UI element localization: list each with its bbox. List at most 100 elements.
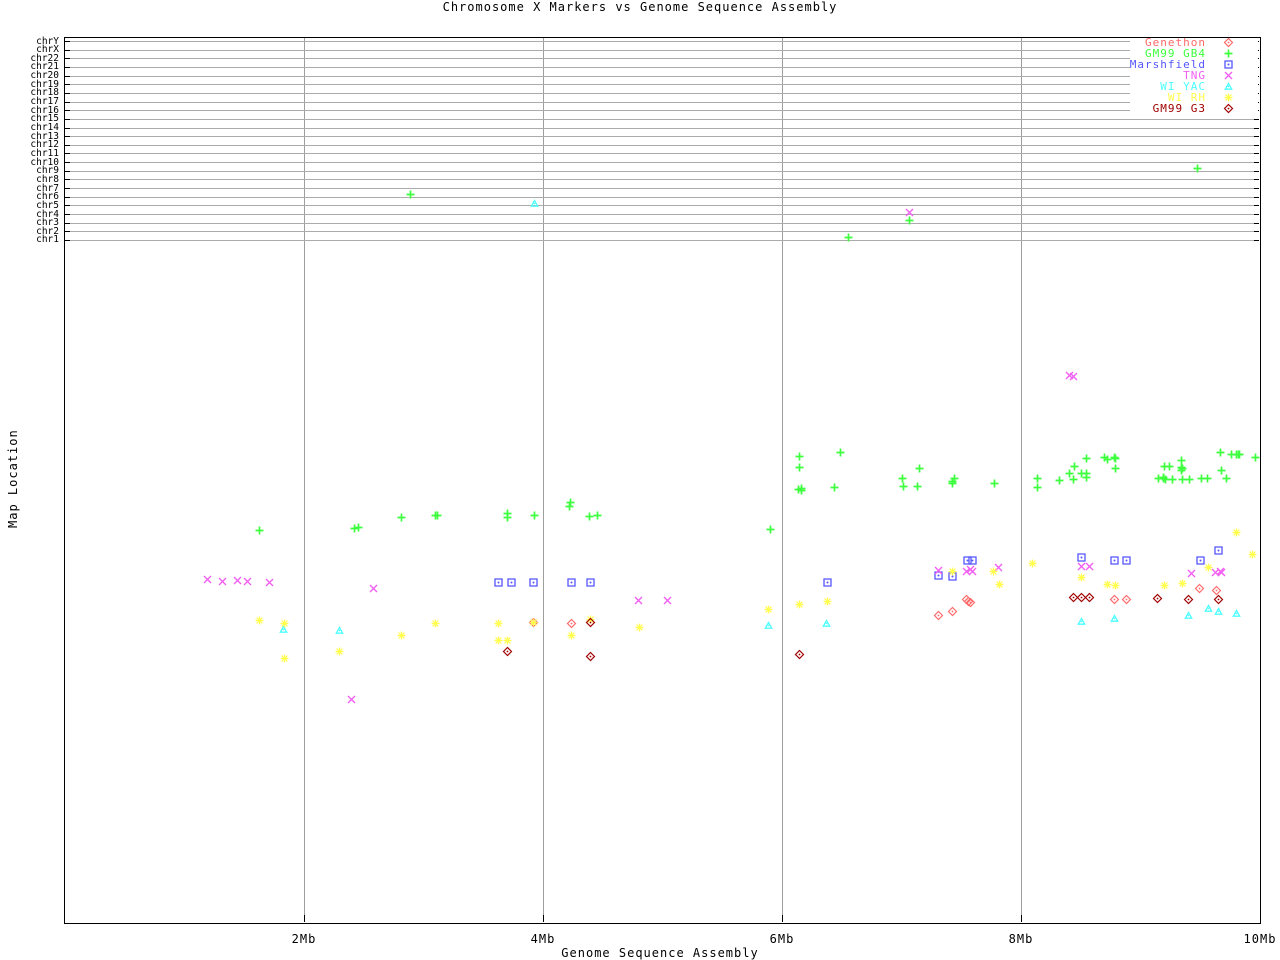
- chromosome-gridline: [65, 101, 1259, 103]
- chromosome-row-label: chr7: [36, 182, 59, 194]
- chromosome-gridline: [65, 41, 1259, 42]
- data-point-marker: [1109, 452, 1120, 463]
- data-point-marker: [1076, 616, 1087, 627]
- data-point-marker: [1068, 474, 1079, 485]
- data-point-marker: [1213, 545, 1224, 556]
- data-point-marker: [566, 577, 577, 588]
- right-axis-tick: [1254, 222, 1259, 224]
- x-axis-tick: [782, 915, 783, 922]
- data-point-marker: [217, 576, 228, 587]
- legend-panel: [1130, 38, 1258, 116]
- data-point-marker: [1192, 163, 1203, 174]
- data-point-marker: [662, 595, 673, 606]
- data-point-marker: [1213, 594, 1224, 605]
- right-axis-tick: [1254, 239, 1259, 241]
- chromosome-gridline: [65, 136, 1259, 138]
- data-point-marker: [829, 482, 840, 493]
- chromosome-gridline: [65, 75, 1259, 77]
- x-axis-tick: [1260, 915, 1261, 922]
- data-point-marker: [794, 649, 805, 660]
- data-point-marker: [794, 599, 805, 610]
- data-point-marker: [1076, 592, 1087, 603]
- data-point-marker: [1216, 567, 1227, 578]
- data-point-marker: [763, 620, 774, 631]
- left-axis-tick: [65, 214, 70, 216]
- data-point-marker: [349, 523, 360, 534]
- data-point-marker: [765, 524, 776, 535]
- data-point-marker: [947, 606, 958, 617]
- right-axis-tick: [1254, 170, 1259, 172]
- right-axis-tick: [1254, 153, 1259, 155]
- chromosome-gridline: [65, 222, 1259, 224]
- chromosome-gridline: [65, 179, 1259, 181]
- data-point-marker: [967, 555, 978, 566]
- data-point-marker: [1109, 613, 1120, 624]
- chromosome-row-label: chr22: [30, 52, 59, 64]
- left-axis-tick: [65, 58, 70, 60]
- data-point-marker: [242, 576, 253, 587]
- legend-marker-icon: [1223, 37, 1234, 48]
- data-point-marker: [585, 617, 596, 628]
- left-axis-tick: [65, 144, 70, 146]
- x-axis-tick: [304, 915, 305, 922]
- data-point-marker: [232, 575, 243, 586]
- data-point-marker: [1221, 473, 1232, 484]
- data-point-marker: [585, 651, 596, 662]
- x-gridline: [782, 38, 783, 921]
- data-point-marker: [1068, 371, 1079, 382]
- data-point-marker: [634, 622, 645, 633]
- data-point-marker: [1203, 603, 1214, 614]
- data-point-marker: [897, 473, 908, 484]
- data-point-marker: [1032, 473, 1043, 484]
- chromosome-gridline: [65, 49, 1259, 51]
- legend-marker-icon: [1223, 48, 1234, 59]
- chromosome-gridline: [65, 162, 1259, 164]
- chromosome-gridline: [65, 231, 1259, 233]
- data-point-marker: [430, 618, 441, 629]
- chromosome-row-label: chr11: [30, 147, 59, 159]
- data-point-marker: [822, 577, 833, 588]
- data-point-marker: [254, 525, 265, 536]
- x-axis-tick-label: 2Mb: [291, 932, 317, 946]
- data-point-marker: [1109, 594, 1120, 605]
- data-point-marker: [529, 510, 540, 521]
- right-axis-tick: [1254, 127, 1259, 129]
- left-axis-tick: [65, 162, 70, 164]
- right-axis-tick: [1254, 231, 1259, 233]
- data-point-marker: [1250, 452, 1261, 463]
- chart-title: Chromosome X Markers vs Genome Sequence …: [442, 0, 838, 14]
- left-axis-tick: [65, 222, 70, 224]
- data-point-marker: [1110, 580, 1121, 591]
- data-point-marker: [368, 583, 379, 594]
- data-point-marker: [396, 630, 407, 641]
- legend-entry-label: WI RH: [1167, 90, 1206, 104]
- chromosome-row-label: chr16: [30, 104, 59, 116]
- data-point-marker: [1152, 593, 1163, 604]
- data-point-marker: [493, 635, 504, 646]
- data-point-marker: [796, 485, 807, 496]
- data-point-marker: [279, 653, 290, 664]
- data-point-marker: [794, 451, 805, 462]
- chromosome-gridline: [65, 92, 1259, 94]
- left-axis-tick: [65, 66, 70, 68]
- x-axis-tick-label: 6Mb: [769, 932, 795, 946]
- legend-entry-label: TNG: [1183, 68, 1206, 82]
- data-point-marker: [1068, 592, 1079, 603]
- right-axis-tick: [1254, 205, 1259, 207]
- data-point-marker: [493, 577, 504, 588]
- x-axis-tick: [1021, 915, 1022, 922]
- chromosome-row-label: chr14: [30, 122, 59, 134]
- data-point-marker: [1076, 561, 1087, 572]
- data-point-marker: [1076, 552, 1087, 563]
- x-axis-tick-label: 4Mb: [530, 932, 556, 946]
- data-point-marker: [821, 618, 832, 629]
- data-point-marker: [1164, 461, 1175, 472]
- x-axis-label: Genome Sequence Assembly: [561, 946, 759, 960]
- data-point-marker: [1176, 455, 1187, 466]
- legend-marker-icon: [1223, 59, 1234, 70]
- data-point-marker: [502, 512, 513, 523]
- data-point-marker: [1121, 594, 1132, 605]
- data-point-marker: [961, 566, 972, 577]
- chromosome-row-label: chr19: [30, 78, 59, 90]
